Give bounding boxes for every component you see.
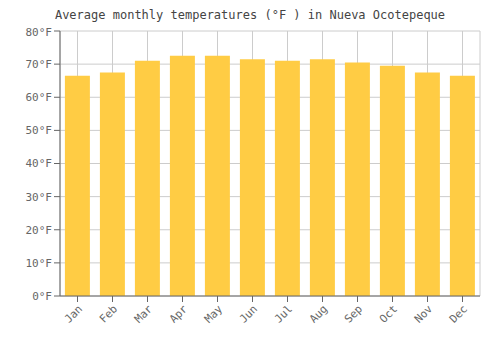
svg-text:70°F: 70°F [26,58,53,71]
svg-text:60°F: 60°F [26,91,53,104]
svg-text:20°F: 20°F [26,224,53,237]
svg-text:40°F: 40°F [26,157,53,170]
svg-text:Feb: Feb [97,302,120,325]
svg-text:Nov: Nov [412,302,436,326]
svg-text:80°F: 80°F [26,26,53,39]
svg-text:0°F: 0°F [32,290,52,303]
svg-text:May: May [202,302,226,326]
svg-text:Jan: Jan [62,302,85,325]
svg-text:Oct: Oct [377,302,400,325]
svg-text:Jun: Jun [237,302,260,325]
html-text:Average monthly temperatures (: Average monthly temperatures (°F ) in Nu… [54,8,446,22]
svg-text:30°F: 30°F [26,191,53,204]
svg-text:10°F: 10°F [26,257,53,270]
svg-text:Sep: Sep [342,302,365,325]
svg-text:Jul: Jul [272,302,295,325]
svg-text:Aug: Aug [307,302,330,325]
svg-text:Dec: Dec [447,302,470,325]
svg-text:Apr: Apr [167,302,191,326]
svg-text:50°F: 50°F [26,124,53,137]
svg-text:Mar: Mar [132,302,156,326]
